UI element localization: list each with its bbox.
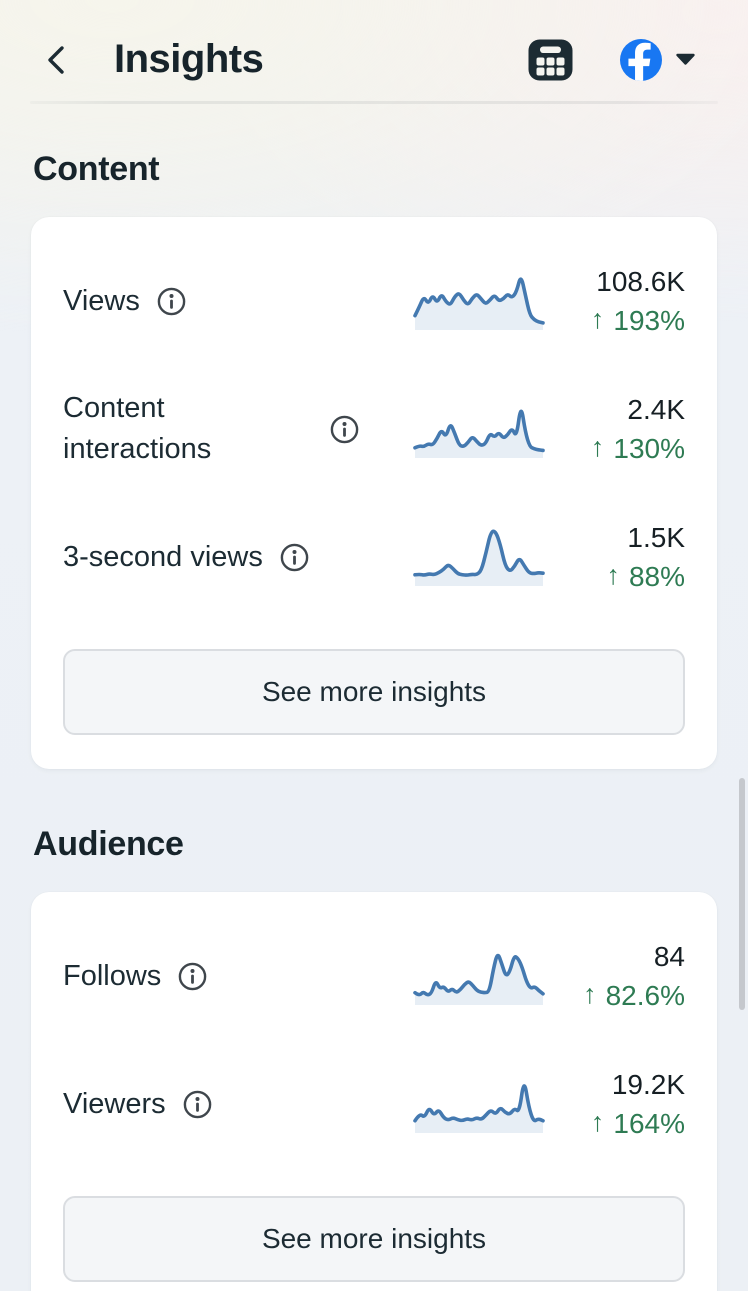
metric-value: 2.4K [627, 393, 685, 425]
metric-label-text: Viewers [63, 1087, 166, 1120]
metric-values: 19.2K ↑ 164% [565, 1065, 685, 1143]
up-arrow-icon: ↑ [606, 560, 620, 590]
info-icon[interactable] [279, 542, 310, 573]
header-actions [527, 36, 696, 83]
metric-value: 19.2K [611, 1068, 685, 1100]
header-divider [30, 101, 718, 104]
see-more-insights-button[interactable]: See more insights [63, 649, 685, 735]
metric-row-content-interactions[interactable]: Content interactions 2.4K ↑ 130% [63, 365, 685, 493]
metric-label-text: Content interactions [63, 392, 212, 465]
account-switcher[interactable] [620, 38, 696, 81]
metric-change-percent: 82.6% [605, 980, 685, 1011]
chevron-left-icon [48, 45, 64, 74]
metric-values: 2.4K ↑ 130% [565, 390, 685, 468]
metric-label: Content interactions [63, 388, 413, 469]
up-arrow-icon: ↑ [590, 304, 605, 334]
calendar-button[interactable] [527, 36, 574, 83]
metric-row-viewers[interactable]: Viewers 19.2K ↑ 164% [63, 1040, 685, 1168]
metric-label-text: Follows [63, 959, 162, 992]
header: Insights [0, 0, 748, 83]
facebook-logo-icon [620, 38, 662, 81]
sparkline-chart [413, 1084, 545, 1133]
metric-change-percent: 164% [613, 1108, 685, 1139]
metric-row-views[interactable]: Views 108.6K ↑ 193% [63, 237, 685, 365]
content-metrics-card: Views 108.6K ↑ 193% Content interactions [31, 217, 717, 769]
metric-change: ↑ 164% [565, 1104, 685, 1143]
scrollbar-thumb[interactable] [739, 778, 745, 1010]
up-arrow-icon: ↑ [590, 432, 605, 462]
sparkline-chart [413, 277, 545, 330]
sparkline-chart [413, 529, 545, 586]
metric-value: 84 [653, 940, 685, 972]
metric-label: Follows [63, 956, 413, 997]
metric-label-text: Views [63, 284, 140, 317]
info-icon[interactable] [329, 414, 360, 445]
metric-change-percent: 88% [628, 561, 685, 592]
back-button[interactable] [44, 43, 70, 77]
metric-label-text: 3-second views [63, 540, 263, 573]
metric-row-follows[interactable]: Follows 84 ↑ 82.6% [63, 912, 685, 1040]
info-icon[interactable] [177, 961, 208, 992]
metric-change: ↑ 193% [565, 301, 685, 340]
metric-values: 84 ↑ 82.6% [565, 937, 685, 1015]
metric-label: Views [63, 281, 413, 322]
metric-change-percent: 130% [613, 433, 685, 464]
metric-values: 108.6K ↑ 193% [565, 262, 685, 340]
metric-change: ↑ 88% [565, 557, 685, 596]
up-arrow-icon: ↑ [590, 1107, 605, 1137]
insights-main: Content Views 108.6K ↑ 193% Content inte… [0, 150, 748, 1291]
metric-value: 108.6K [596, 265, 685, 297]
sparkline-chart [413, 953, 545, 1005]
metric-change: ↑ 130% [565, 429, 685, 468]
metric-value: 1.5K [627, 521, 685, 553]
chevron-down-icon [676, 53, 695, 65]
section-title-audience: Audience [33, 825, 184, 863]
page-title: Insights [114, 37, 264, 81]
audience-metrics-card: Follows 84 ↑ 82.6% Viewers [31, 892, 717, 1291]
metric-row-3-second-views[interactable]: 3-second views 1.5K ↑ 88% [63, 493, 685, 621]
metric-values: 1.5K ↑ 88% [565, 518, 685, 596]
metric-label: 3-second views [63, 537, 413, 578]
metric-label: Viewers [63, 1084, 413, 1125]
section-title-content: Content [33, 150, 160, 188]
see-more-insights-button[interactable]: See more insights [63, 1196, 685, 1282]
sparkline-chart [413, 409, 545, 458]
calendar-icon [528, 39, 573, 81]
up-arrow-icon: ↑ [583, 979, 597, 1009]
metric-change-percent: 193% [613, 305, 685, 336]
info-icon[interactable] [182, 1089, 213, 1120]
metric-change: ↑ 82.6% [565, 976, 685, 1015]
info-icon[interactable] [156, 286, 187, 317]
